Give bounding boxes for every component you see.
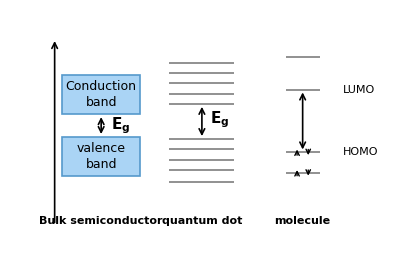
Text: Conduction
band: Conduction band [66,80,137,109]
Text: quantum dot: quantum dot [162,216,242,226]
Text: molecule: molecule [274,216,331,226]
Text: $\mathbf{E_g}$: $\mathbf{E_g}$ [210,109,229,130]
Text: LUMO: LUMO [343,85,375,95]
Text: Bulk semiconductor: Bulk semiconductor [40,216,163,226]
Text: $\mathbf{E_g}$: $\mathbf{E_g}$ [111,115,130,136]
Text: HOMO: HOMO [343,147,378,157]
Text: valence
band: valence band [77,142,126,171]
Bar [62,75,140,114]
Bar [62,137,140,176]
